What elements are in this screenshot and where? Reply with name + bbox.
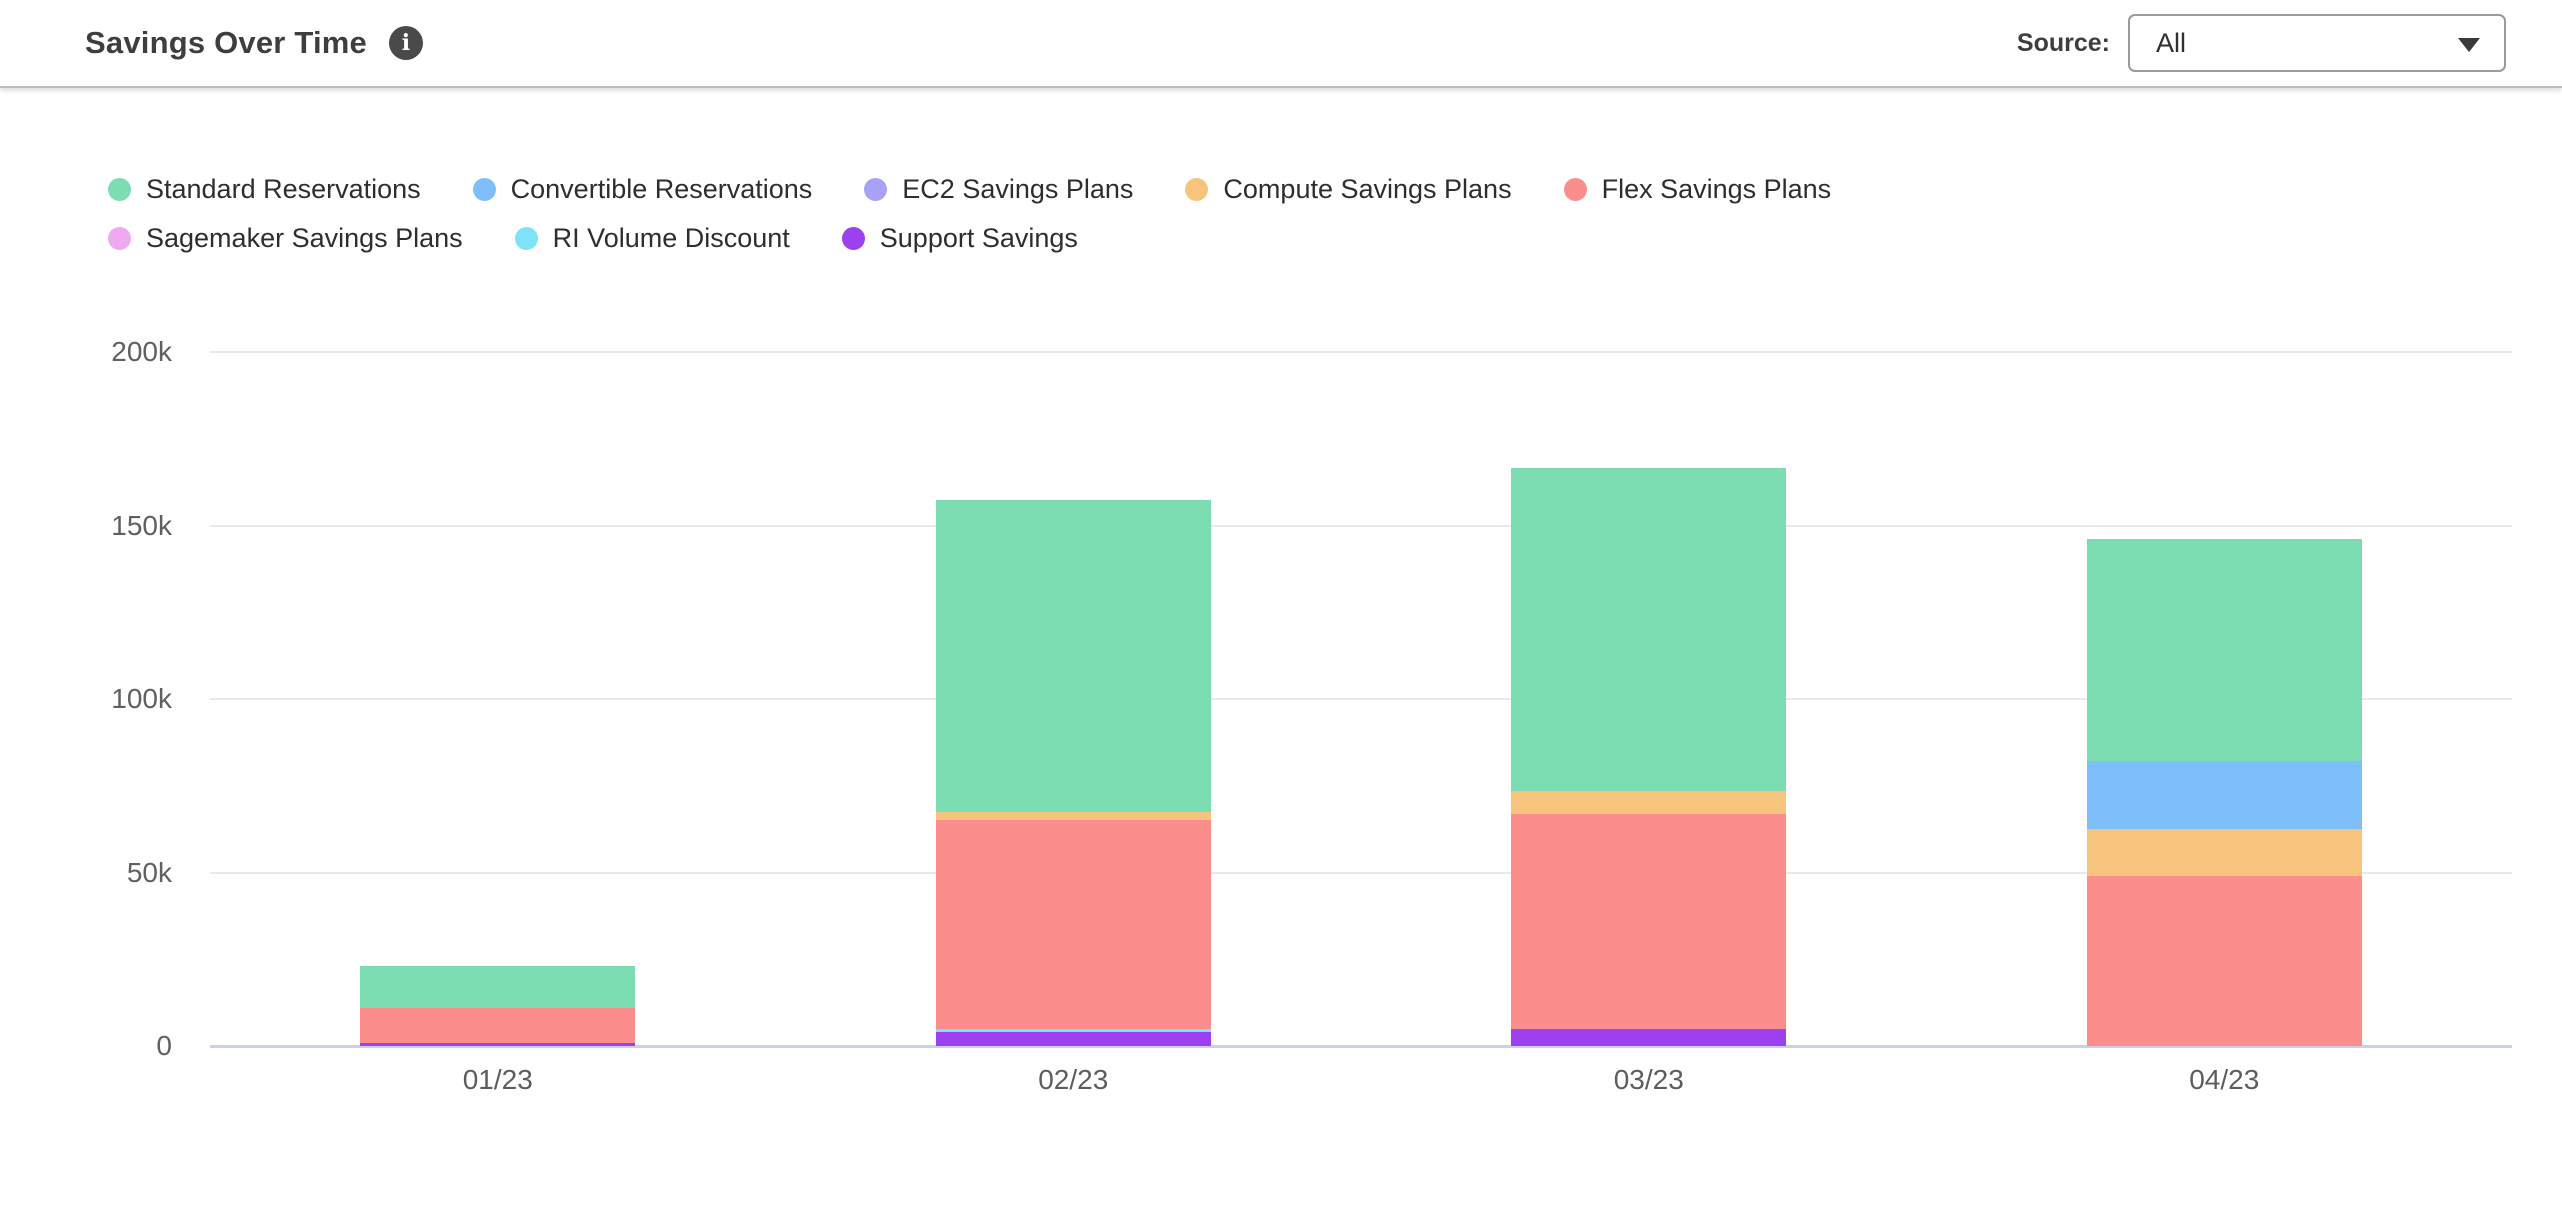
- y-axis: 0 50k 100k 150k 200k: [52, 336, 172, 1061]
- panel-header: Savings Over Time i Source: All: [0, 0, 2562, 88]
- bar-segment[interactable]: [1511, 790, 1787, 814]
- gridline: [210, 871, 2512, 874]
- legend-label: Convertible Reservations: [510, 174, 813, 204]
- legend-item[interactable]: Sagemaker Savings Plans: [108, 223, 463, 254]
- source-dropdown-value: All: [2156, 27, 2187, 58]
- legend-item[interactable]: RI Volume Discount: [514, 223, 790, 254]
- legend-item[interactable]: EC2 Savings Plans: [864, 174, 1133, 205]
- x-tick-label: 03/23: [1613, 1064, 1684, 1095]
- y-tick-label: 0: [156, 1030, 172, 1061]
- stacked-bar[interactable]: [360, 966, 636, 1046]
- stacked-bar[interactable]: [1511, 468, 1787, 1046]
- bar-segment[interactable]: [1511, 813, 1787, 1029]
- legend-label: Compute Savings Plans: [1223, 174, 1512, 204]
- chevron-down-icon: [2458, 38, 2480, 52]
- bar-segment[interactable]: [935, 1028, 1211, 1033]
- gridline: [210, 524, 2512, 527]
- chart-legend: Standard Reservations Convertible Reserva…: [108, 174, 2208, 254]
- legend-item[interactable]: Flex Savings Plans: [1563, 174, 1832, 205]
- legend-item[interactable]: Support Savings: [841, 223, 1078, 254]
- bar-segment[interactable]: [360, 1007, 636, 1043]
- source-label: Source:: [2016, 28, 2110, 57]
- gridline: [210, 351, 2512, 353]
- source-dropdown[interactable]: All: [2128, 14, 2506, 72]
- y-tick-label: 200k: [111, 336, 172, 367]
- legend-item[interactable]: Convertible Reservations: [472, 174, 813, 205]
- bar-segment[interactable]: [2086, 829, 2362, 876]
- legend-label: Support Savings: [879, 223, 1078, 253]
- legend-item[interactable]: Standard Reservations: [108, 174, 421, 205]
- legend-item[interactable]: Compute Savings Plans: [1185, 174, 1512, 205]
- bars-container: 01/23 02/23 03/23 04/23: [210, 352, 2513, 1095]
- bar-segment[interactable]: [935, 811, 1211, 821]
- x-tick-label: 02/23: [1038, 1064, 1109, 1095]
- bar-segment[interactable]: [935, 499, 1211, 812]
- bar-segment[interactable]: [1511, 1028, 1787, 1046]
- bar-slot: 04/23: [1937, 352, 2513, 1095]
- y-tick-label: 100k: [111, 683, 172, 714]
- legend-dot-icon: [514, 227, 538, 250]
- legend-label: Flex Savings Plans: [1601, 174, 1832, 204]
- legend-dot-icon: [1563, 178, 1587, 201]
- page-title: Savings Over Time: [85, 25, 367, 60]
- bar-segment[interactable]: [935, 820, 1211, 1029]
- legend-label: Standard Reservations: [146, 174, 421, 204]
- legend-label: RI Volume Discount: [552, 223, 790, 253]
- bar-slot: 02/23: [786, 352, 1362, 1095]
- x-tick-label: 04/23: [2189, 1064, 2260, 1095]
- bar-segment[interactable]: [360, 1042, 636, 1046]
- bar-segment[interactable]: [2086, 875, 2362, 1046]
- gridline: [210, 698, 2512, 700]
- bar-segment[interactable]: [2086, 539, 2362, 762]
- source-control: Source: All: [2017, 14, 2506, 72]
- bar-segment[interactable]: [2086, 761, 2362, 830]
- x-axis-line: [210, 1045, 2512, 1048]
- stacked-bar[interactable]: [2086, 539, 2362, 1046]
- legend-dot-icon: [108, 178, 131, 201]
- bar-slot: 01/23: [210, 352, 786, 1095]
- legend-dot-icon: [841, 227, 865, 250]
- bar-segment[interactable]: [935, 1032, 1211, 1046]
- y-tick-label: 150k: [111, 509, 172, 541]
- y-tick-label: 50k: [126, 856, 172, 888]
- stacked-bar[interactable]: [935, 499, 1211, 1046]
- info-icon[interactable]: i: [388, 26, 423, 60]
- bar-segment[interactable]: [360, 966, 636, 1008]
- plot-area: 01/23 02/23 03/23 04/23: [210, 351, 2513, 1095]
- legend-label: EC2 Savings Plans: [902, 174, 1134, 204]
- legend-dot-icon: [864, 178, 888, 201]
- legend-dot-icon: [108, 227, 131, 250]
- bar-slot: 03/23: [1361, 352, 1937, 1095]
- legend-label: Sagemaker Savings Plans: [146, 223, 463, 253]
- x-tick-label: 01/23: [462, 1064, 533, 1095]
- bar-segment[interactable]: [1511, 468, 1787, 791]
- legend-dot-icon: [472, 178, 496, 201]
- legend-dot-icon: [1185, 178, 1209, 201]
